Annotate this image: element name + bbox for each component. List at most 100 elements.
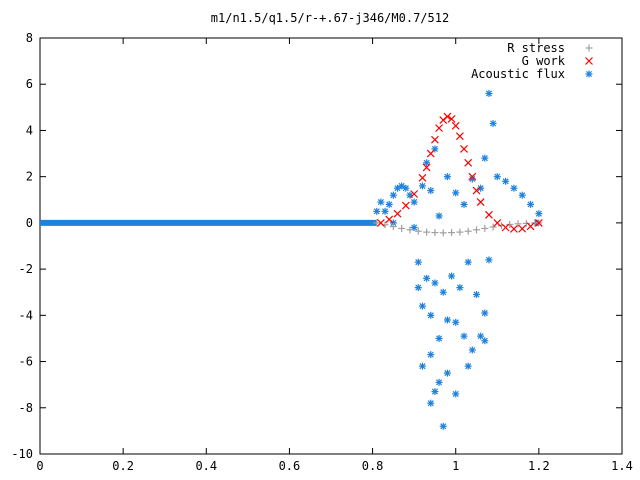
data-point	[431, 135, 439, 144]
x-tick-label: 0.6	[279, 459, 301, 473]
data-point	[535, 210, 543, 218]
data-point	[464, 362, 472, 370]
data-point	[481, 309, 489, 317]
data-point	[485, 256, 493, 264]
data-point	[410, 190, 419, 198]
data-point	[423, 228, 431, 236]
data-point	[448, 229, 456, 237]
x-tick-labels: 0 0.2 0.4 0.6 0.8 1 1.2 1.4	[36, 459, 632, 473]
plot-frame	[39, 37, 623, 455]
y-tick-labels: 8 6 4 2 0 -2 -4 -6 -8 -10	[11, 31, 33, 461]
data-point	[443, 173, 451, 181]
data-point	[493, 173, 501, 181]
data-point	[509, 224, 518, 233]
data-point	[373, 219, 381, 227]
y-tick-label: 0	[26, 216, 33, 230]
data-point	[481, 154, 489, 162]
data-point	[493, 218, 502, 227]
data-point	[422, 163, 431, 172]
y-tick-label: 8	[26, 31, 33, 45]
data-point	[452, 318, 460, 326]
data-point	[393, 209, 402, 218]
legend-label-g-work: G work	[522, 54, 566, 68]
data-point	[376, 218, 385, 227]
data-point	[418, 182, 426, 190]
data-point	[481, 224, 489, 232]
legend-marker-g-work	[585, 57, 593, 65]
series-layer	[40, 89, 543, 430]
data-point	[464, 258, 472, 266]
x-tick-label: 0.2	[112, 459, 134, 473]
data-point	[522, 219, 530, 227]
legend-marker-acoustic-flux	[585, 70, 593, 78]
data-point	[468, 346, 476, 354]
y-tick-label: -8	[19, 401, 33, 415]
data-point	[389, 223, 397, 231]
data-point	[385, 200, 393, 208]
data-point	[418, 173, 427, 182]
data-point	[439, 422, 447, 430]
data-point	[506, 221, 514, 229]
data-point	[431, 388, 439, 396]
data-point	[464, 227, 472, 235]
data-point	[485, 210, 493, 219]
data-point	[439, 288, 447, 296]
data-point	[377, 198, 385, 206]
data-point	[514, 220, 522, 228]
y-tick-label: -6	[19, 355, 33, 369]
data-point	[502, 177, 510, 185]
data-point	[501, 223, 510, 232]
data-point	[398, 224, 406, 232]
x-tick-label: 1	[452, 459, 459, 473]
data-point	[443, 316, 451, 324]
data-point	[468, 172, 477, 181]
data-point	[460, 145, 468, 153]
data-point	[443, 112, 452, 121]
x-tick-label: 0.8	[362, 459, 384, 473]
data-point	[485, 89, 493, 97]
legend-label-acoustic-flux: Acoustic flux	[471, 67, 565, 81]
data-point	[477, 184, 485, 192]
data-point	[381, 207, 389, 215]
data-point	[435, 212, 443, 220]
data-point	[481, 337, 489, 345]
data-point	[477, 332, 485, 340]
data-point	[426, 149, 435, 158]
data-point	[472, 186, 481, 195]
data-point	[427, 311, 435, 319]
data-point	[423, 159, 431, 167]
data-point	[518, 191, 526, 199]
data-point	[473, 291, 480, 299]
data-point	[439, 229, 447, 237]
legend-label-r-stress: R stress	[507, 41, 565, 55]
data-point	[451, 121, 460, 130]
series-acoustic-flux	[40, 89, 543, 430]
legend-marker-r-stress	[585, 44, 593, 52]
data-point	[464, 158, 473, 167]
data-point	[414, 227, 422, 235]
x-tick-label: 0	[36, 459, 43, 473]
data-point	[431, 229, 439, 237]
x-tick-label: 1.2	[528, 459, 550, 473]
data-point	[401, 201, 410, 210]
data-point	[443, 369, 451, 377]
chart-title: m1/n1.5/q1.5/r-+.67-j346/M0.7/512	[211, 11, 449, 25]
data-point	[534, 218, 543, 227]
data-point	[456, 284, 464, 292]
data-point	[427, 399, 435, 407]
data-point	[460, 200, 468, 208]
data-point	[455, 132, 464, 141]
data-point	[473, 226, 480, 234]
data-point	[447, 114, 456, 123]
data-point	[414, 284, 422, 292]
data-point	[385, 215, 394, 224]
series-g-work	[376, 112, 543, 233]
data-point	[452, 390, 460, 398]
data-point	[389, 191, 397, 199]
series-r-stress	[373, 219, 543, 237]
data-point	[476, 198, 485, 207]
data-point	[435, 378, 443, 386]
data-point	[435, 334, 443, 342]
x-tick-label: 1.4	[611, 459, 633, 473]
